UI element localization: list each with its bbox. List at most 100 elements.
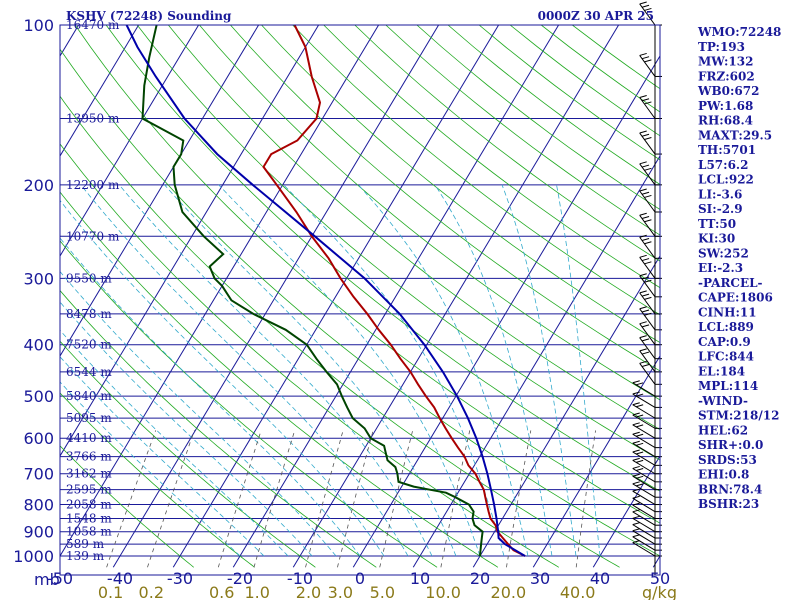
moist-adiabat bbox=[60, 381, 241, 557]
height-label: 12200 m bbox=[66, 178, 120, 192]
wind-barb-flag bbox=[632, 402, 640, 406]
dry-adiabat bbox=[60, 392, 255, 568]
wind-barb bbox=[632, 511, 656, 526]
wind-barb-flag bbox=[641, 98, 650, 102]
wind-barb-flag bbox=[632, 380, 640, 384]
index-value: SW:252 bbox=[698, 246, 749, 260]
wind-barb-flag bbox=[644, 261, 652, 265]
temperature-tick-label: 10 bbox=[410, 569, 430, 588]
index-value: MAXT:29.5 bbox=[698, 128, 772, 142]
index-value: STM:218/12 bbox=[698, 409, 779, 423]
moist-adiabat bbox=[80, 184, 409, 557]
moist-adiabat bbox=[60, 199, 385, 557]
mixing-ratio-label: 5.0 bbox=[370, 583, 395, 600]
height-label: 3766 m bbox=[66, 450, 112, 464]
isotherm-line bbox=[60, 25, 200, 257]
pressure-tick-label: 600 bbox=[23, 429, 54, 448]
wind-barb-flag bbox=[632, 473, 640, 477]
dry-adiabat bbox=[230, 25, 660, 372]
index-value: WMO:72248 bbox=[697, 25, 781, 39]
moist-adiabat bbox=[60, 356, 265, 557]
temperature-tick-label: 50 bbox=[650, 569, 670, 588]
wind-barb-flag bbox=[636, 442, 644, 446]
index-value: RH:68.4 bbox=[698, 114, 753, 128]
dry-adiabat bbox=[323, 25, 660, 289]
mixing-ratio-line bbox=[147, 430, 195, 568]
sounding-traces bbox=[125, 25, 526, 557]
index-value: TH:5701 bbox=[698, 143, 756, 157]
wind-barb-flag bbox=[632, 528, 640, 532]
wind-barb-flag bbox=[639, 290, 647, 294]
wind-barb-flag bbox=[639, 212, 647, 216]
wind-barb-flag bbox=[636, 414, 644, 418]
index-value: HEL:62 bbox=[698, 423, 748, 437]
height-label: 2595 m bbox=[66, 483, 112, 497]
height-label: 4410 m bbox=[66, 431, 112, 445]
height-label: 9550 m bbox=[66, 271, 112, 285]
wind-barb-flag bbox=[639, 348, 647, 352]
x-axis-unit-label: mb bbox=[34, 570, 60, 589]
plot-frame bbox=[59, 24, 661, 576]
trace-temperature bbox=[262, 25, 526, 557]
index-value: -PARCEL- bbox=[698, 276, 763, 290]
wind-barb-flag bbox=[644, 59, 652, 63]
wind-barb-flag bbox=[632, 481, 640, 485]
isotherm-line bbox=[112, 25, 440, 568]
moist-adiabat bbox=[60, 301, 313, 557]
dry-adiabat bbox=[292, 25, 660, 316]
mixing-ratio-line bbox=[575, 430, 596, 568]
wind-barb-flag bbox=[632, 509, 640, 513]
wind-barb-flag bbox=[641, 258, 650, 262]
wind-barb-flag bbox=[641, 191, 650, 195]
dry-adiabat bbox=[60, 95, 620, 568]
mixing-ratio-line bbox=[305, 430, 344, 568]
height-label: 139 m bbox=[66, 549, 105, 563]
height-label: 1548 m bbox=[66, 512, 112, 526]
wind-barb-flag bbox=[632, 488, 640, 492]
height-label: 5840 m bbox=[66, 389, 112, 403]
index-value: EL:184 bbox=[698, 364, 745, 378]
moist-adiabat bbox=[164, 184, 457, 557]
wind-barb-flag bbox=[644, 219, 652, 223]
moist-adiabat bbox=[556, 184, 601, 557]
mixing-ratio-line bbox=[253, 430, 296, 568]
wind-barb-flag bbox=[639, 254, 647, 258]
wind-barb bbox=[632, 497, 656, 513]
wind-barb-flag bbox=[641, 276, 650, 280]
temperature-tick-label: 40 bbox=[590, 569, 610, 588]
wind-barb-flag bbox=[644, 241, 652, 245]
dry-adiabat bbox=[60, 240, 438, 568]
index-value: LCL:922 bbox=[698, 173, 754, 187]
dry-adiabat bbox=[354, 25, 660, 262]
wind-barb-flag bbox=[636, 393, 644, 397]
trace-dewpoint bbox=[141, 25, 484, 557]
index-value: EHI:0.8 bbox=[698, 468, 749, 482]
index-value: MPL:114 bbox=[698, 379, 758, 393]
indices-panel: WMO:72248TP:193MW:132FRZ:602WB0:672PW:1.… bbox=[697, 25, 781, 511]
wind-barb bbox=[632, 517, 656, 533]
mixing-ratio-label: 0.1 bbox=[98, 583, 123, 600]
moist-adiabat bbox=[60, 329, 289, 557]
wind-barb-flag bbox=[639, 360, 647, 364]
moist-adiabat bbox=[501, 184, 577, 557]
index-value: CAP:0.9 bbox=[698, 335, 751, 349]
height-label: 1058 m bbox=[66, 525, 112, 539]
index-value: TP:193 bbox=[698, 40, 745, 54]
wind-barb-flag bbox=[641, 351, 650, 355]
index-value: -WIND- bbox=[698, 394, 748, 408]
wind-barb-flag bbox=[641, 293, 650, 297]
temperature-tick-label: 0 bbox=[355, 569, 365, 588]
wind-barb-flag bbox=[632, 540, 640, 544]
wind-barb-flag bbox=[644, 137, 652, 140]
wind-barb-flag bbox=[644, 7, 652, 11]
isotherm-line bbox=[292, 25, 620, 568]
index-value: PW:1.68 bbox=[698, 99, 753, 113]
wind-barb-flag bbox=[639, 95, 647, 98]
wind-barb-flag bbox=[644, 167, 652, 171]
moist-adiabat bbox=[118, 184, 433, 557]
pressure-tick-label: 500 bbox=[23, 387, 54, 406]
chart-title: KSHV (72248) Sounding bbox=[66, 9, 232, 23]
wind-barb-flag bbox=[632, 522, 640, 526]
temperature-tick-label: -10 bbox=[287, 569, 313, 588]
